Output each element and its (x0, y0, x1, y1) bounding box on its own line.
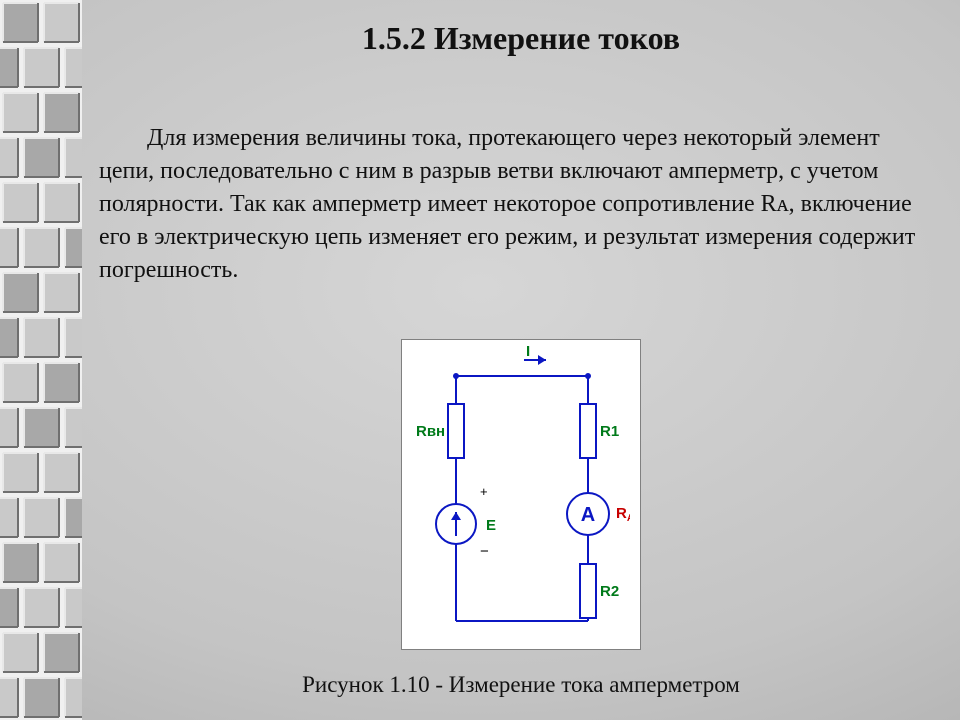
svg-text:R1: R1 (600, 423, 619, 440)
svg-text:+: + (480, 484, 488, 499)
circuit-diagram: I+−RвнEAR1R2RA (412, 346, 630, 636)
svg-text:−: − (480, 543, 489, 560)
svg-text:I: I (526, 346, 530, 360)
svg-text:E: E (486, 517, 496, 534)
slide-page: 1.5.2 Измерение токов Для измерения вели… (0, 0, 960, 720)
brick-pattern (0, 0, 82, 720)
paragraph-text: Для измерения величины тока, протекающег… (99, 125, 915, 283)
figure-box: I+−RвнEAR1R2RA (401, 339, 641, 650)
title-text: 1.5.2 Измерение токов (362, 20, 680, 56)
figure-area: I+−RвнEAR1R2RA (82, 339, 960, 650)
figure-caption: Рисунок 1.10 - Измерение тока амперметро… (82, 672, 960, 698)
body-paragraph: Для измерения величины тока, протекающег… (99, 122, 930, 287)
svg-text:A: A (581, 504, 595, 526)
svg-text:R2: R2 (600, 583, 619, 600)
svg-text:Rвн: Rвн (416, 423, 445, 440)
section-title: 1.5.2 Измерение токов (82, 20, 960, 57)
caption-text: Рисунок 1.10 - Измерение тока амперметро… (302, 672, 740, 697)
